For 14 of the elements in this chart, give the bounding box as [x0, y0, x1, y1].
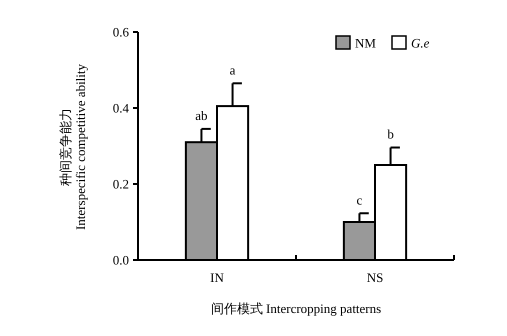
y-tick-label: 0.4 [112, 100, 130, 116]
y-axis-title: 种间竞争能力 Interspecific competitive ability [58, 63, 88, 230]
legend-label: G.e [411, 36, 430, 50]
legend-label: NM [355, 36, 376, 50]
x-tick-label: IN [210, 270, 224, 285]
x-tick-label: NS [366, 270, 384, 285]
annotation: c [356, 192, 363, 208]
y-tick-label: 0.2 [112, 176, 129, 192]
annotation: b [387, 126, 394, 142]
y-tick-label: 0.0 [112, 252, 129, 268]
y-tick-label: 0.6 [112, 24, 130, 40]
annotation: ab [195, 108, 208, 123]
annotation: a [230, 62, 236, 78]
x-axis-title: 间作模式 Intercropping patterns [210, 301, 382, 316]
